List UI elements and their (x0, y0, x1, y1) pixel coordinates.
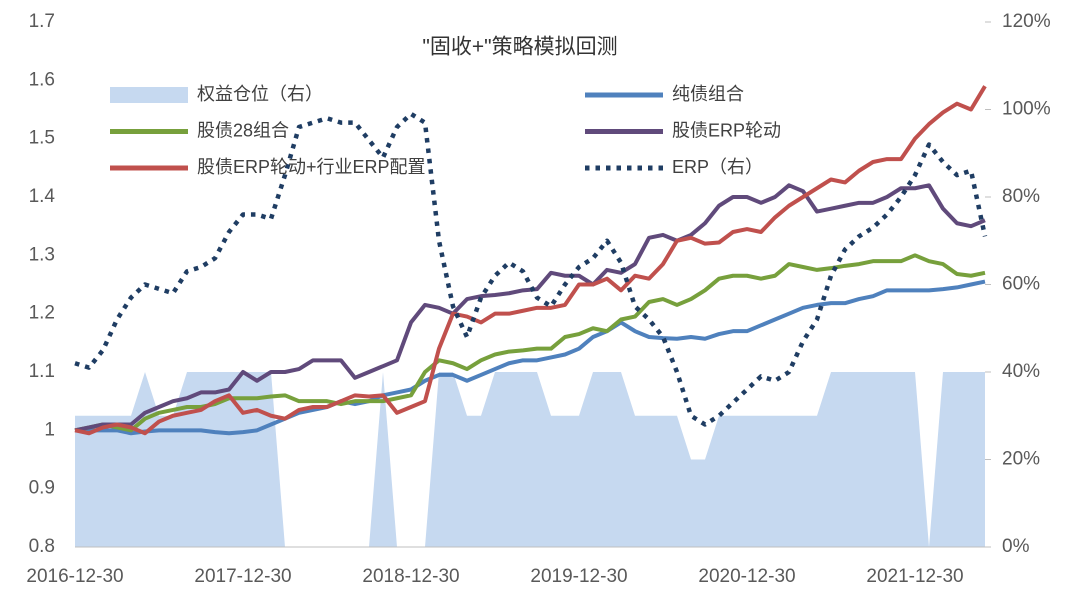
y-tick-label: 1.4 (29, 186, 56, 207)
y2-tick-label: 20% (1002, 449, 1040, 470)
y2-tick-label: 120% (1002, 11, 1051, 32)
y-tick-label: 0.8 (29, 536, 55, 557)
y-tick-label: 1.6 (29, 69, 55, 90)
x-tick-label: 2019-12-30 (530, 566, 627, 587)
legend-swatch (110, 87, 188, 103)
y2-tick-label: 40% (1002, 361, 1040, 382)
y2-tick-label: 60% (1002, 274, 1040, 295)
line (74, 85, 987, 436)
legend-label: 股债ERP轮动+行业ERP配置 (197, 157, 426, 177)
y-tick-label: 0.9 (29, 478, 55, 499)
y-tick-label: 1.3 (29, 244, 55, 265)
chart-title: "固收+"策略模拟回测 (422, 36, 617, 59)
x-tick-label: 2016-12-30 (26, 566, 123, 587)
legend-label: 权益仓位（右） (197, 84, 323, 104)
line (74, 183, 986, 433)
line (75, 279, 986, 436)
x-tick-label: 2017-12-30 (194, 566, 291, 587)
y-tick-label: 1.1 (29, 361, 55, 382)
y-tick-label: 1.5 (29, 128, 55, 149)
y2-tick-label: 0% (1002, 536, 1030, 557)
y-tick-label: 1.2 (29, 303, 55, 324)
y2-tick-label: 80% (1002, 186, 1040, 207)
y-tick-label: 1.7 (29, 11, 55, 32)
area (75, 372, 985, 547)
x-tick-label: 2021-12-30 (866, 566, 963, 587)
legend-label: 股债ERP轮动 (672, 120, 781, 140)
legend-label: 纯债组合 (672, 84, 744, 104)
y2-tick-label: 100% (1002, 99, 1051, 120)
legend-label: ERP（右） (672, 157, 763, 177)
plot (74, 85, 988, 547)
x-tick-label: 2018-12-30 (362, 566, 459, 587)
y-tick-label: 1 (44, 419, 55, 440)
legend-label: 股债28组合 (197, 120, 289, 140)
x-tick-label: 2020-12-30 (698, 566, 795, 587)
